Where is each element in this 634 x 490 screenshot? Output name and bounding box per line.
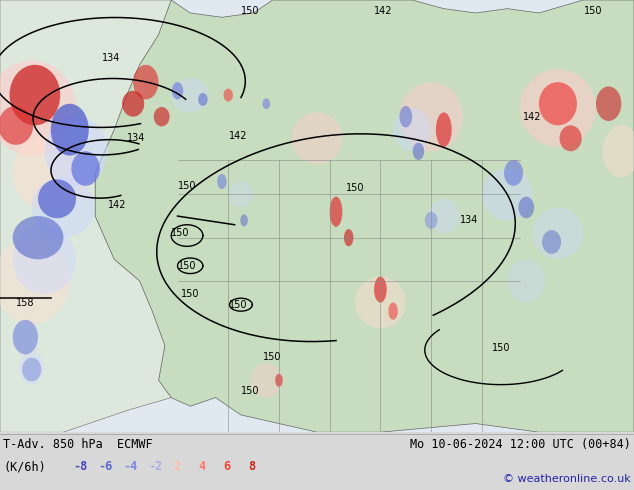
Text: 6: 6 xyxy=(223,460,230,473)
Ellipse shape xyxy=(330,196,342,227)
Ellipse shape xyxy=(559,125,582,151)
Ellipse shape xyxy=(38,179,76,218)
Ellipse shape xyxy=(602,125,634,177)
Ellipse shape xyxy=(71,151,100,186)
Ellipse shape xyxy=(0,238,70,324)
Polygon shape xyxy=(95,0,634,432)
Ellipse shape xyxy=(374,276,387,302)
Text: 142: 142 xyxy=(523,112,542,122)
Ellipse shape xyxy=(344,229,354,246)
Ellipse shape xyxy=(507,259,545,302)
Text: 4: 4 xyxy=(198,460,205,473)
Text: Mo 10-06-2024 12:00 UTC (00+84): Mo 10-06-2024 12:00 UTC (00+84) xyxy=(410,438,631,451)
Ellipse shape xyxy=(399,82,463,151)
Text: 150: 150 xyxy=(171,228,190,238)
Ellipse shape xyxy=(122,91,145,117)
Text: 150: 150 xyxy=(346,183,365,193)
Ellipse shape xyxy=(275,374,283,387)
Text: © weatheronline.co.uk: © weatheronline.co.uk xyxy=(503,474,631,484)
Ellipse shape xyxy=(250,363,282,397)
Ellipse shape xyxy=(428,199,460,233)
Ellipse shape xyxy=(413,143,424,160)
Text: T-Adv. 850 hPa  ECMWF: T-Adv. 850 hPa ECMWF xyxy=(3,438,153,451)
Ellipse shape xyxy=(172,82,183,99)
Ellipse shape xyxy=(0,106,33,145)
Text: 142: 142 xyxy=(108,200,127,210)
Text: 150: 150 xyxy=(228,300,247,310)
Text: -8: -8 xyxy=(73,460,87,473)
Text: -2: -2 xyxy=(148,460,162,473)
Ellipse shape xyxy=(228,181,254,207)
Polygon shape xyxy=(0,0,171,432)
Ellipse shape xyxy=(198,93,207,106)
Text: 150: 150 xyxy=(491,343,510,353)
Text: 8: 8 xyxy=(248,460,255,473)
Ellipse shape xyxy=(19,350,44,385)
Text: -6: -6 xyxy=(98,460,112,473)
Ellipse shape xyxy=(22,358,41,381)
Ellipse shape xyxy=(13,216,63,259)
Text: 158: 158 xyxy=(16,297,35,308)
Text: (K/6h): (K/6h) xyxy=(3,460,46,473)
Ellipse shape xyxy=(533,207,583,259)
Ellipse shape xyxy=(13,320,38,354)
Text: -4: -4 xyxy=(123,460,137,473)
Ellipse shape xyxy=(133,65,158,99)
Ellipse shape xyxy=(504,160,523,186)
Ellipse shape xyxy=(355,276,406,328)
Text: 2: 2 xyxy=(173,460,180,473)
Ellipse shape xyxy=(388,302,398,320)
Ellipse shape xyxy=(520,69,596,147)
Text: 150: 150 xyxy=(241,386,260,396)
Ellipse shape xyxy=(13,225,76,294)
Ellipse shape xyxy=(0,60,76,156)
Ellipse shape xyxy=(542,230,561,254)
Text: 150: 150 xyxy=(241,6,260,16)
Text: 134: 134 xyxy=(127,133,145,143)
Ellipse shape xyxy=(217,174,226,189)
Ellipse shape xyxy=(223,89,233,101)
Ellipse shape xyxy=(292,112,342,164)
Text: 142: 142 xyxy=(374,6,393,16)
Ellipse shape xyxy=(262,98,270,109)
Text: 142: 142 xyxy=(228,131,247,141)
Ellipse shape xyxy=(539,82,577,125)
Ellipse shape xyxy=(425,212,437,229)
Ellipse shape xyxy=(399,106,412,127)
Ellipse shape xyxy=(51,104,89,156)
Ellipse shape xyxy=(519,196,534,218)
Ellipse shape xyxy=(13,134,89,212)
Ellipse shape xyxy=(153,107,170,126)
Text: 150: 150 xyxy=(583,6,602,16)
Ellipse shape xyxy=(10,65,60,125)
Ellipse shape xyxy=(393,108,431,151)
Text: 150: 150 xyxy=(263,351,282,362)
Text: 150: 150 xyxy=(178,181,197,191)
Text: 150: 150 xyxy=(178,261,197,271)
Ellipse shape xyxy=(482,169,533,220)
Text: 134: 134 xyxy=(460,216,478,225)
Ellipse shape xyxy=(171,78,209,112)
Ellipse shape xyxy=(596,86,621,121)
Ellipse shape xyxy=(44,117,108,186)
Ellipse shape xyxy=(240,214,248,226)
Ellipse shape xyxy=(32,177,95,238)
Text: 150: 150 xyxy=(181,289,200,299)
Ellipse shape xyxy=(436,112,451,147)
Text: 134: 134 xyxy=(102,53,120,63)
